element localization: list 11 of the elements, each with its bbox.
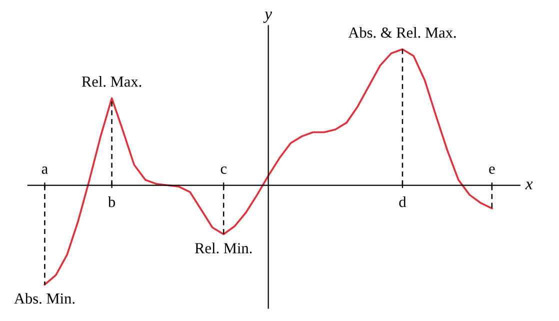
annotation: Abs. & Rel. Max.	[348, 27, 456, 38]
x-tick-label: b	[108, 196, 116, 208]
annotation: Rel. Min.	[194, 242, 252, 254]
annotation: Rel. Max.	[82, 76, 142, 87]
x-tick-label: d	[399, 196, 406, 208]
x-tick-label: c	[220, 166, 227, 174]
x-axis-title: x	[525, 182, 533, 190]
x-tick-label: e	[489, 166, 495, 174]
x-tick-label: a	[42, 166, 48, 174]
annotation: Abs. Min.	[14, 292, 74, 304]
y-axis-title: y	[263, 12, 272, 23]
